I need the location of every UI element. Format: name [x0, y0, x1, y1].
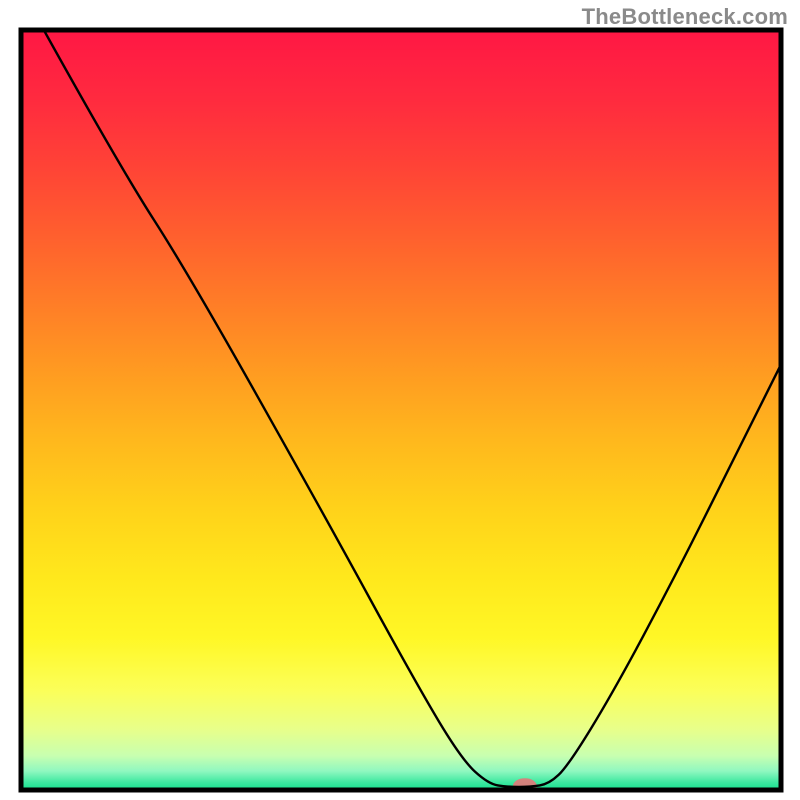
watermark-label: TheBottleneck.com — [582, 4, 788, 30]
plot-background — [21, 30, 781, 790]
bottleneck-chart — [0, 0, 800, 800]
chart-container: TheBottleneck.com — [0, 0, 800, 800]
